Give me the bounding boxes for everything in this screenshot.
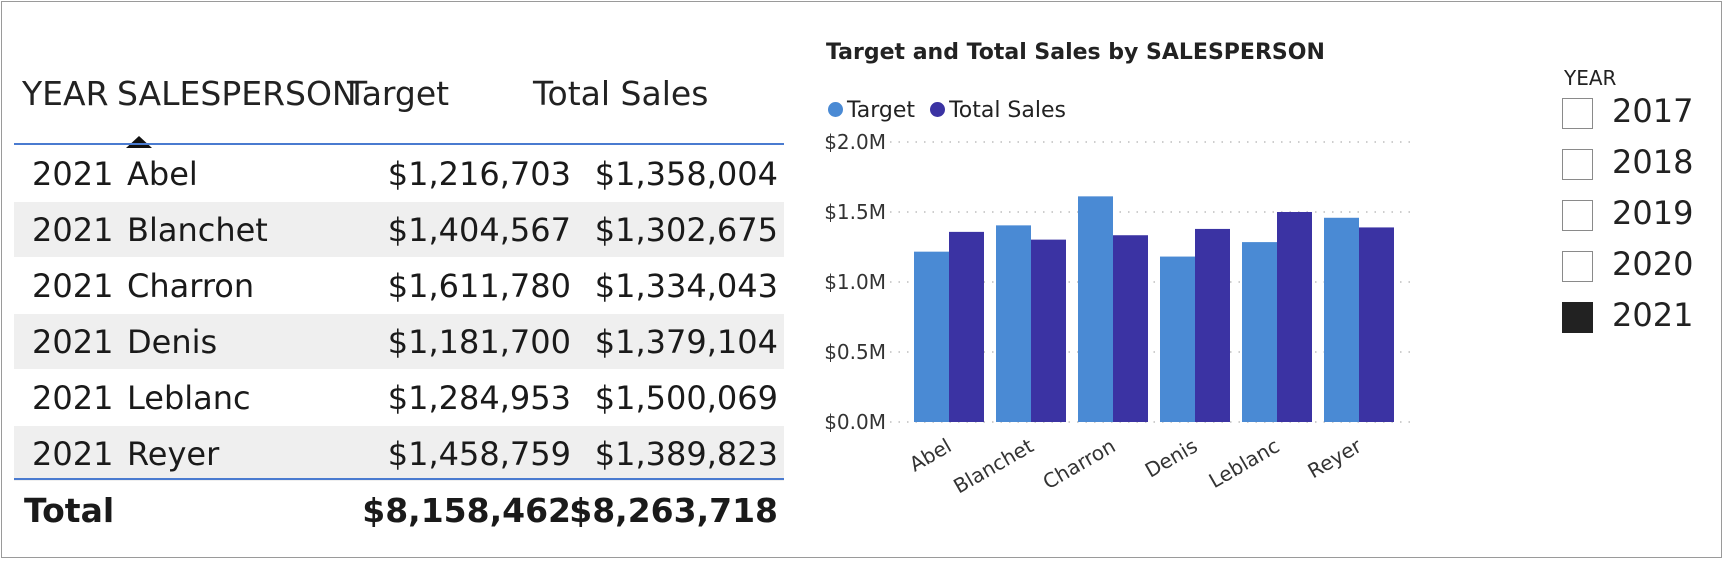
table-row[interactable]: 2021 Leblanc $1,284,953 $1,500,069 [14,370,784,426]
bar-target[interactable] [1160,256,1195,422]
bar-total-sales[interactable] [949,231,984,422]
legend-item-total-sales[interactable]: Total Sales [930,98,1066,123]
checkbox[interactable] [1562,98,1593,129]
column-header-salesperson[interactable]: SALESPERSON [117,74,357,113]
legend-dot-total-sales-icon [930,101,946,117]
sort-ascending-icon[interactable] [126,136,152,148]
bar-target[interactable] [1324,217,1359,422]
total-row: Total $8,158,462 $8,263,718 [14,481,784,541]
cell-salesperson: Blanchet [127,211,268,249]
column-header-total-sales[interactable]: Total Sales [533,74,709,113]
x-tick-label: Denis [1141,434,1202,483]
cell-year: 2021 [32,435,114,473]
cell-salesperson: Abel [127,155,198,193]
cell-year: 2021 [32,211,114,249]
checkbox[interactable] [1562,149,1593,180]
table-body: 2021 Abel $1,216,703 $1,358,004 2021 Bla… [14,146,784,482]
total-total-sales: $8,263,718 [569,491,778,530]
slicer-option-label: 2021 [1612,296,1694,334]
bar-total-sales[interactable] [1277,211,1312,422]
y-tick-label: $1.0M [824,270,886,294]
legend-label-total-sales: Total Sales [949,98,1066,123]
legend-label-target: Target [847,98,916,123]
cell-total-sales: $1,334,043 [594,267,778,305]
slicer-option-2020[interactable]: 2020 [1562,243,1712,294]
slicer-option-2018[interactable]: 2018 [1562,141,1712,192]
slicer-option-2019[interactable]: 2019 [1562,192,1712,243]
slicer-option-label: 2020 [1612,245,1694,283]
cell-year: 2021 [32,323,114,361]
slicer-option-label: 2018 [1612,143,1694,181]
checkbox[interactable] [1562,200,1593,231]
bar-total-sales[interactable] [1359,227,1394,422]
y-tick-label: $0.5M [824,340,886,364]
bar-total-sales[interactable] [1195,228,1230,422]
legend-item-target[interactable]: Target [828,98,915,123]
y-tick-label: $2.0M [824,130,886,154]
cell-target: $1,458,759 [387,435,571,473]
cell-year: 2021 [32,155,114,193]
table-row[interactable]: 2021 Denis $1,181,700 $1,379,104 [14,314,784,370]
table-row[interactable]: 2021 Charron $1,611,780 $1,334,043 [14,258,784,314]
chart-legend: Target Total Sales [828,98,1074,124]
checkbox[interactable] [1562,251,1593,282]
column-header-target[interactable]: Target [347,74,450,113]
y-tick-label: $0.0M [824,410,886,434]
cell-year: 2021 [32,267,114,305]
cell-salesperson: Reyer [127,435,220,473]
cell-salesperson: Charron [127,267,255,305]
bar-total-sales[interactable] [1031,239,1066,422]
bar-target[interactable] [996,225,1031,422]
checkbox[interactable] [1562,302,1593,333]
cell-target: $1,284,953 [387,379,571,417]
table-row[interactable]: 2021 Reyer $1,458,759 $1,389,823 [14,426,784,482]
x-tick-label: Leblanc [1205,434,1284,493]
x-tick-label: Reyer [1304,433,1367,483]
bar-target[interactable] [914,251,949,422]
cell-total-sales: $1,389,823 [594,435,778,473]
cell-target: $1,404,567 [387,211,571,249]
slicer-option-2021[interactable]: 2021 [1562,294,1712,345]
x-tick-label: Charron [1039,434,1120,495]
slicer-option-2017[interactable]: 2017 [1562,90,1712,141]
cell-year: 2021 [32,379,114,417]
table-header: YEAR SALESPERSON Target Total Sales [14,74,784,164]
bar-target[interactable] [1078,196,1113,422]
year-slicer: YEAR 2017 2018 2019 2020 2021 [1562,66,1712,345]
total-label: Total [24,491,115,530]
cell-salesperson: Denis [127,323,218,361]
chart-title: Target and Total Sales by SALESPERSON [826,40,1325,65]
cell-salesperson: Leblanc [127,379,251,417]
cell-total-sales: $1,500,069 [594,379,778,417]
total-target: $8,158,462 [362,491,571,530]
bar-total-sales[interactable] [1113,235,1148,422]
header-divider [14,143,784,145]
y-tick-label: $1.5M [824,200,886,224]
slicer-title: YEAR [1564,66,1617,90]
table-row[interactable]: 2021 Blanchet $1,404,567 $1,302,675 [14,202,784,258]
cell-target: $1,611,780 [387,267,571,305]
cell-target: $1,216,703 [387,155,571,193]
cell-target: $1,181,700 [387,323,571,361]
bar-target[interactable] [1242,242,1277,422]
slicer-option-label: 2017 [1612,92,1694,130]
total-divider [14,478,784,480]
table-row[interactable]: 2021 Abel $1,216,703 $1,358,004 [14,146,784,202]
x-tick-label: Blanchet [949,433,1037,498]
slicer-option-label: 2019 [1612,194,1694,232]
cell-total-sales: $1,302,675 [594,211,778,249]
column-header-year[interactable]: YEAR [22,74,109,113]
cell-total-sales: $1,379,104 [594,323,778,361]
x-tick-label: Abel [905,434,955,477]
cell-total-sales: $1,358,004 [594,155,778,193]
legend-dot-target-icon [828,101,843,117]
